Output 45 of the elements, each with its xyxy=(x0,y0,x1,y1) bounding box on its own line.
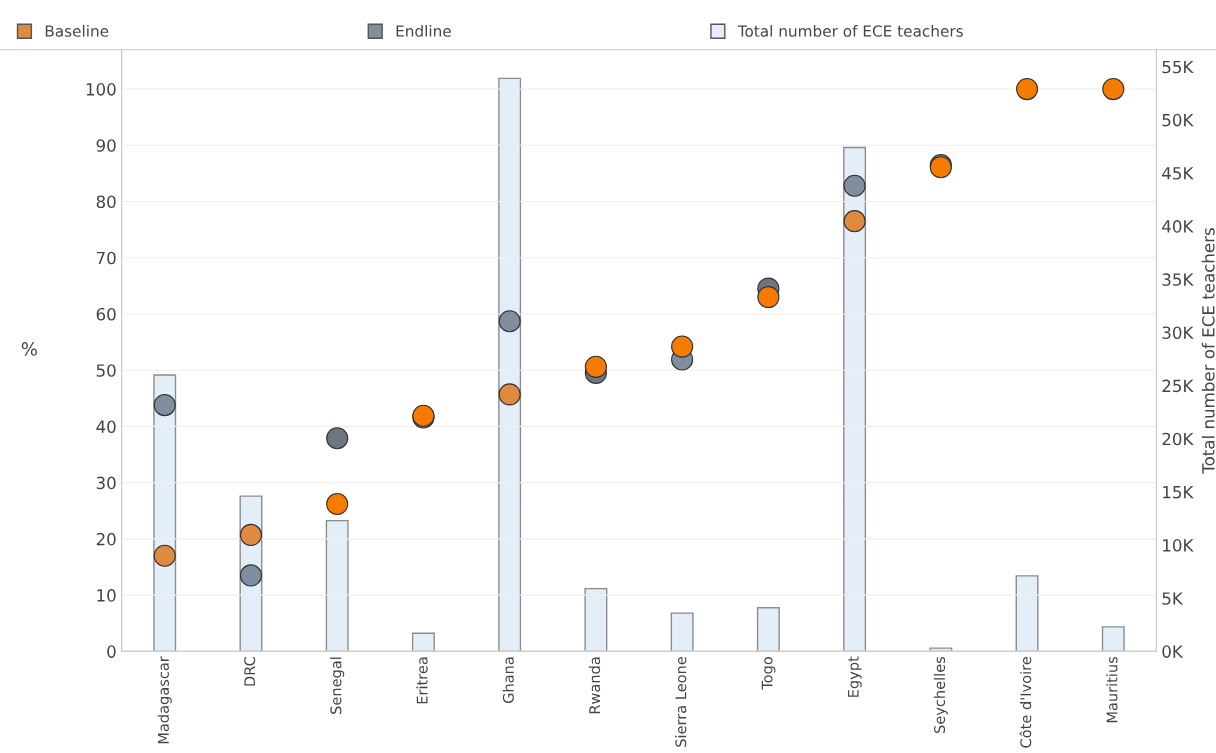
legend-label: Baseline xyxy=(45,24,109,37)
x-tick-label: Senegal xyxy=(330,657,345,714)
bar xyxy=(929,647,953,652)
x-tick-label: Madagascar xyxy=(157,656,172,744)
y2-tick-label: 40K xyxy=(1162,220,1194,233)
y2-tick-label: 20K xyxy=(1162,432,1194,446)
bar xyxy=(670,612,694,652)
x-tick-label: DRC xyxy=(244,657,256,686)
y2-axis-title: Total number of ECE teachers xyxy=(1201,228,1215,474)
y-tick-label: 60 xyxy=(96,307,116,321)
x-tick-label: Mauritius xyxy=(1106,656,1118,723)
x-tick-label: Togo xyxy=(761,657,776,690)
y2-tick-label: 5K xyxy=(1162,592,1184,605)
y-tick-label: 90 xyxy=(96,139,116,152)
x-tick-label: Eritrea xyxy=(416,657,428,704)
y-tick-label: 100 xyxy=(86,83,116,96)
y-tick-label: 10 xyxy=(97,589,116,602)
x-tick-label: Sierra Leone xyxy=(675,656,687,747)
x-tick-label: Rwanda xyxy=(588,657,601,714)
y2-tick-label: 10K xyxy=(1163,539,1194,552)
x-tick-label: Seychelles xyxy=(933,656,948,734)
y2-tick-label: 15K xyxy=(1163,486,1194,499)
y-tick-label: 20 xyxy=(96,532,116,546)
y2-tick-label: 0K xyxy=(1162,645,1184,658)
y-tick-label: 0 xyxy=(107,645,116,658)
bar xyxy=(756,607,780,652)
y-tick-label: 50 xyxy=(96,364,116,377)
legend-label: Total number of ECE teachers xyxy=(737,24,963,37)
y2-tick-label: 45K xyxy=(1162,167,1194,180)
bar xyxy=(1101,626,1125,652)
y2-tick-label: 50K xyxy=(1162,113,1194,127)
y2-tick-label: 35K xyxy=(1162,273,1194,286)
x-tick-label: Côte d'Ivoire xyxy=(1019,656,1032,748)
x-tick-label: Egypt xyxy=(847,656,862,697)
y-tick-label: 40 xyxy=(96,420,116,433)
legend-label: Endline xyxy=(396,24,451,37)
y-tick-label: 80 xyxy=(96,195,116,209)
y2-tick-label: 30K xyxy=(1162,326,1194,340)
x-tick-label: Ghana xyxy=(502,657,514,704)
y-tick-label: 30 xyxy=(96,476,116,490)
y-axis-title: % xyxy=(21,342,37,356)
y-tick-label: 70 xyxy=(96,251,116,265)
y2-tick-label: 55K xyxy=(1162,60,1194,74)
bar xyxy=(411,632,435,652)
y2-tick-label: 25K xyxy=(1162,379,1194,393)
